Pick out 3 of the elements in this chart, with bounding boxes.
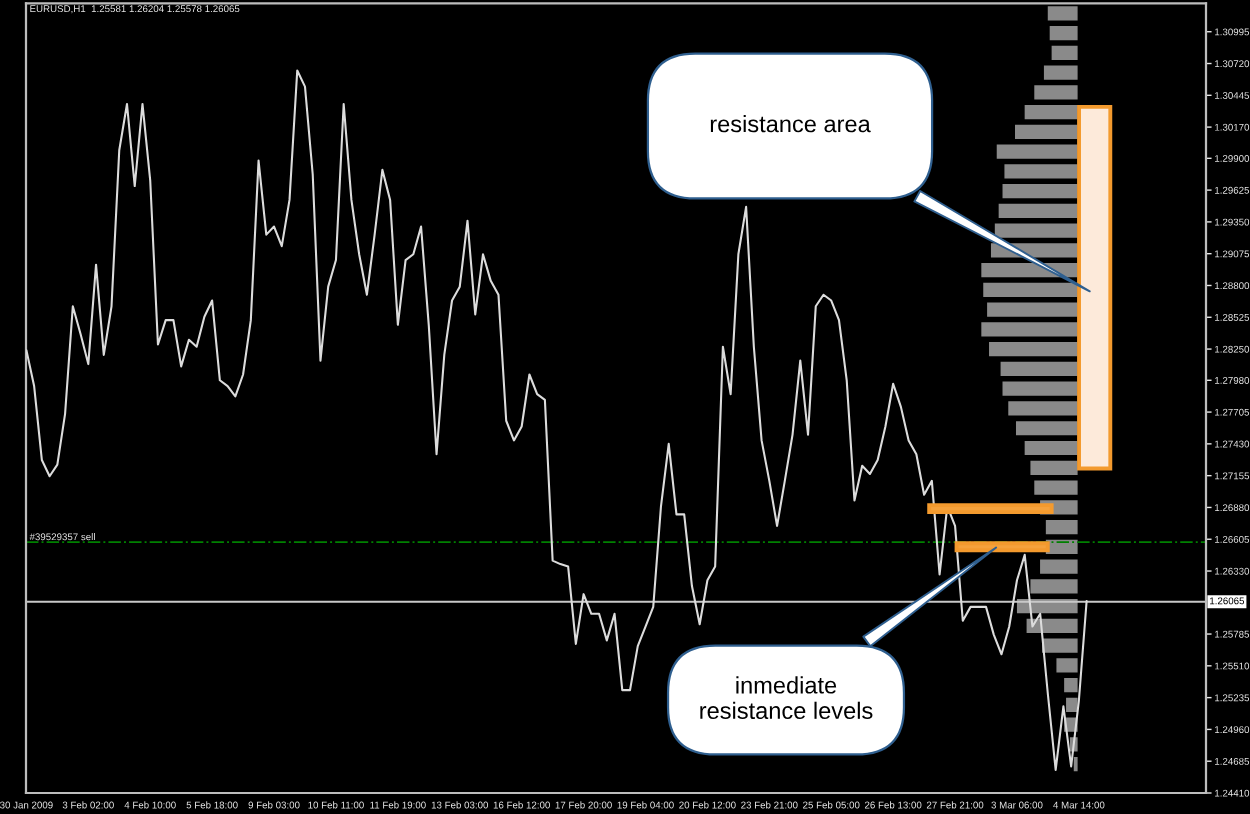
annotation: inmediate resistance levels <box>700 676 873 720</box>
annotation: resistance area <box>710 115 871 133</box>
line-series <box>26 69 1088 771</box>
